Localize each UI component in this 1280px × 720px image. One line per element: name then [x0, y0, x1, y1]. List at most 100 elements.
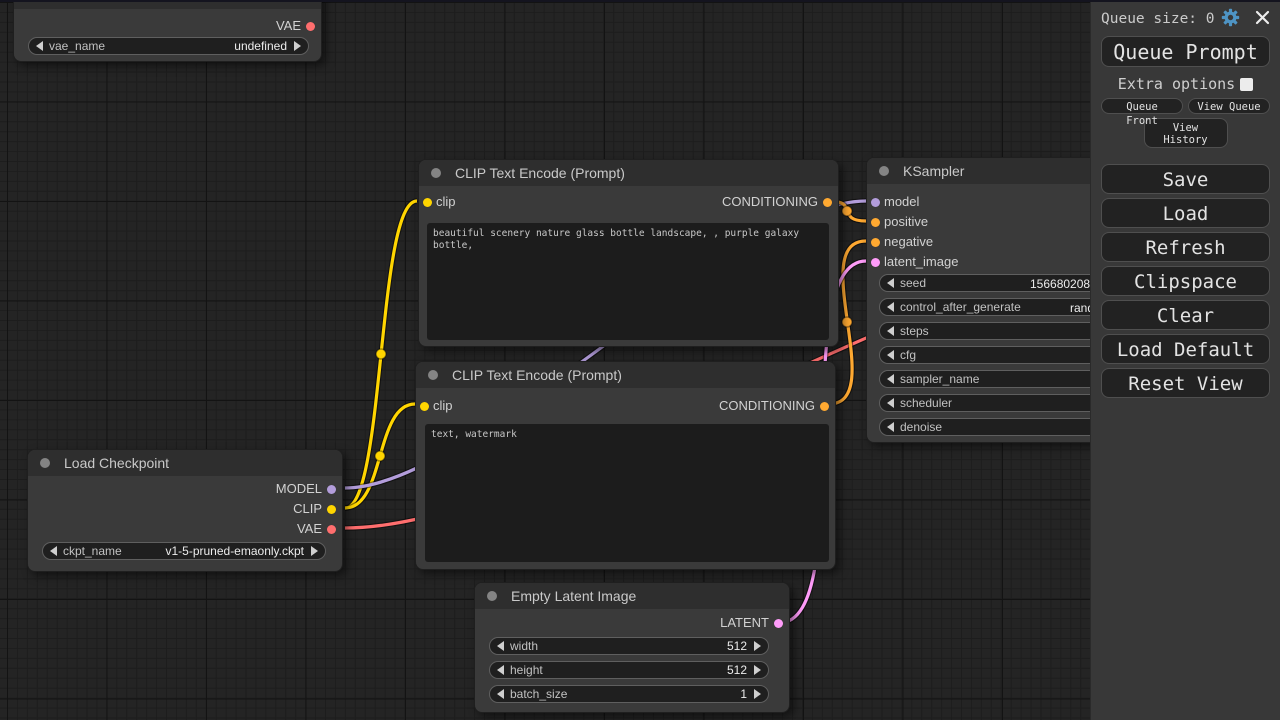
- widget-label: vae_name: [49, 39, 106, 53]
- collapse-dot-icon[interactable]: [40, 458, 50, 468]
- slot-latent-image-input[interactable]: latent_image: [867, 255, 958, 269]
- extra-options-checkbox[interactable]: [1240, 77, 1254, 91]
- save-button[interactable]: Save: [1101, 164, 1270, 194]
- clip-slot-icon[interactable]: [420, 401, 429, 411]
- vae-name-widget[interactable]: vae_name undefined: [28, 37, 309, 55]
- widget-label: height: [510, 663, 543, 677]
- node-title: Load Checkpoint: [64, 455, 170, 471]
- node-title: Empty Latent Image: [511, 588, 637, 604]
- decrement-icon[interactable]: [887, 326, 894, 336]
- widget-value: 1566802087: [1030, 277, 1097, 291]
- decrement-icon[interactable]: [887, 302, 894, 312]
- slot-clip-output[interactable]: CLIP: [293, 502, 342, 516]
- slot-latent-output[interactable]: LATENT: [720, 616, 789, 630]
- ckpt-name-widget[interactable]: ckpt_name v1-5-pruned-emaonly.ckpt: [42, 542, 326, 560]
- increment-icon[interactable]: [754, 689, 761, 699]
- conditioning-slot-icon[interactable]: [871, 217, 880, 227]
- refresh-button[interactable]: Refresh: [1101, 232, 1270, 262]
- decrement-icon[interactable]: [887, 374, 894, 384]
- increment-icon[interactable]: [754, 641, 761, 651]
- vae-slot-icon[interactable]: [306, 21, 315, 31]
- collapse-dot-icon[interactable]: [431, 168, 441, 178]
- negative-prompt-textarea[interactable]: text, watermark: [425, 424, 829, 562]
- load-button[interactable]: Load: [1101, 198, 1270, 228]
- decrement-icon[interactable]: [887, 422, 894, 432]
- clipspace-button[interactable]: Clipspace: [1101, 266, 1270, 296]
- slot-clip-input[interactable]: clip: [419, 195, 456, 209]
- node-clip-encode-positive[interactable]: CLIP Text Encode (Prompt) clip CONDITION…: [418, 159, 839, 347]
- vae-slot-icon[interactable]: [327, 524, 336, 534]
- increment-icon[interactable]: [311, 546, 318, 556]
- width-widget[interactable]: width 512: [489, 637, 769, 655]
- slot-label: LATENT: [720, 615, 769, 630]
- decrement-icon[interactable]: [497, 689, 504, 699]
- batch-size-widget[interactable]: batch_size 1: [489, 685, 769, 703]
- decrement-icon[interactable]: [887, 398, 894, 408]
- slot-label: clip: [433, 398, 453, 413]
- collapse-dot-icon[interactable]: [428, 370, 438, 380]
- widget-value: undefined: [234, 39, 287, 53]
- node-empty-latent-image[interactable]: Empty Latent Image LATENT width 512 heig…: [474, 582, 790, 713]
- slot-label: VAE: [296, 521, 322, 536]
- slot-vae-output[interactable]: VAE: [297, 522, 342, 536]
- clip-slot-icon[interactable]: [327, 504, 336, 514]
- decrement-icon[interactable]: [887, 278, 894, 288]
- queue-front-button[interactable]: Queue Front: [1101, 98, 1183, 127]
- load-default-button[interactable]: Load Default: [1101, 334, 1270, 364]
- widget-label: control_after_generate: [900, 300, 1021, 314]
- close-icon[interactable]: [1255, 10, 1270, 29]
- decrement-icon[interactable]: [497, 665, 504, 675]
- decrement-icon[interactable]: [50, 546, 57, 556]
- slot-positive-input[interactable]: positive: [867, 215, 928, 229]
- extra-options-label: Extra options: [1117, 75, 1236, 93]
- node-clip-encode-negative[interactable]: CLIP Text Encode (Prompt) clip CONDITION…: [415, 361, 836, 570]
- node-title-bar[interactable]: Load Checkpoint: [28, 450, 342, 476]
- view-history-button[interactable]: View History: [1143, 118, 1228, 148]
- decrement-icon[interactable]: [36, 41, 43, 51]
- positive-prompt-textarea[interactable]: beautiful scenery nature glass bottle la…: [427, 223, 829, 340]
- node-title-bar[interactable]: Empty Latent Image: [475, 583, 789, 609]
- node-title-bar[interactable]: CLIP Text Encode (Prompt): [416, 362, 835, 388]
- slot-negative-input[interactable]: negative: [867, 235, 933, 249]
- collapse-dot-icon[interactable]: [487, 591, 497, 601]
- node-load-vae[interactable]: VAE vae_name undefined: [13, 0, 322, 62]
- widget-label: steps: [900, 324, 929, 338]
- slot-conditioning-output[interactable]: CONDITIONING: [719, 399, 835, 413]
- conditioning-slot-icon[interactable]: [871, 237, 880, 247]
- slot-clip-input[interactable]: clip: [416, 399, 453, 413]
- decrement-icon[interactable]: [497, 641, 504, 651]
- slot-conditioning-output[interactable]: CONDITIONING: [722, 195, 838, 209]
- conditioning-slot-icon[interactable]: [823, 197, 832, 207]
- slot-label: model: [884, 194, 920, 209]
- reset-view-button[interactable]: Reset View: [1101, 368, 1270, 398]
- slot-label: CLIP: [293, 501, 322, 516]
- widget-label: denoise: [900, 420, 943, 434]
- slot-model-output[interactable]: MODEL: [276, 482, 342, 496]
- model-slot-icon[interactable]: [327, 484, 336, 494]
- widget-label: width: [510, 639, 539, 653]
- widget-label: scheduler: [900, 396, 953, 410]
- slot-model-input[interactable]: model: [867, 195, 919, 209]
- widget-value: 1: [740, 687, 747, 701]
- decrement-icon[interactable]: [887, 350, 894, 360]
- conditioning-slot-icon[interactable]: [820, 401, 829, 411]
- settings-gear-icon[interactable]: [1221, 8, 1240, 31]
- slot-vae-output[interactable]: VAE: [276, 19, 321, 33]
- node-load-checkpoint[interactable]: Load Checkpoint MODEL CLIP VAE ckpt_name…: [27, 449, 343, 572]
- increment-icon[interactable]: [754, 665, 761, 675]
- queue-prompt-button[interactable]: Queue Prompt: [1101, 36, 1270, 67]
- widget-label: seed: [900, 276, 927, 290]
- latent-slot-icon[interactable]: [871, 257, 880, 267]
- collapse-dot-icon[interactable]: [879, 166, 889, 176]
- model-slot-icon[interactable]: [871, 197, 880, 207]
- latent-slot-icon[interactable]: [774, 618, 783, 628]
- clip-slot-icon[interactable]: [423, 197, 432, 207]
- height-widget[interactable]: height 512: [489, 661, 769, 679]
- widget-label: batch_size: [510, 687, 568, 701]
- node-title-bar[interactable]: CLIP Text Encode (Prompt): [419, 160, 838, 186]
- increment-icon[interactable]: [294, 41, 301, 51]
- clear-button[interactable]: Clear: [1101, 300, 1270, 330]
- node-title: CLIP Text Encode (Prompt): [455, 165, 625, 181]
- view-queue-button[interactable]: View Queue: [1188, 98, 1270, 114]
- slot-label: clip: [436, 194, 456, 209]
